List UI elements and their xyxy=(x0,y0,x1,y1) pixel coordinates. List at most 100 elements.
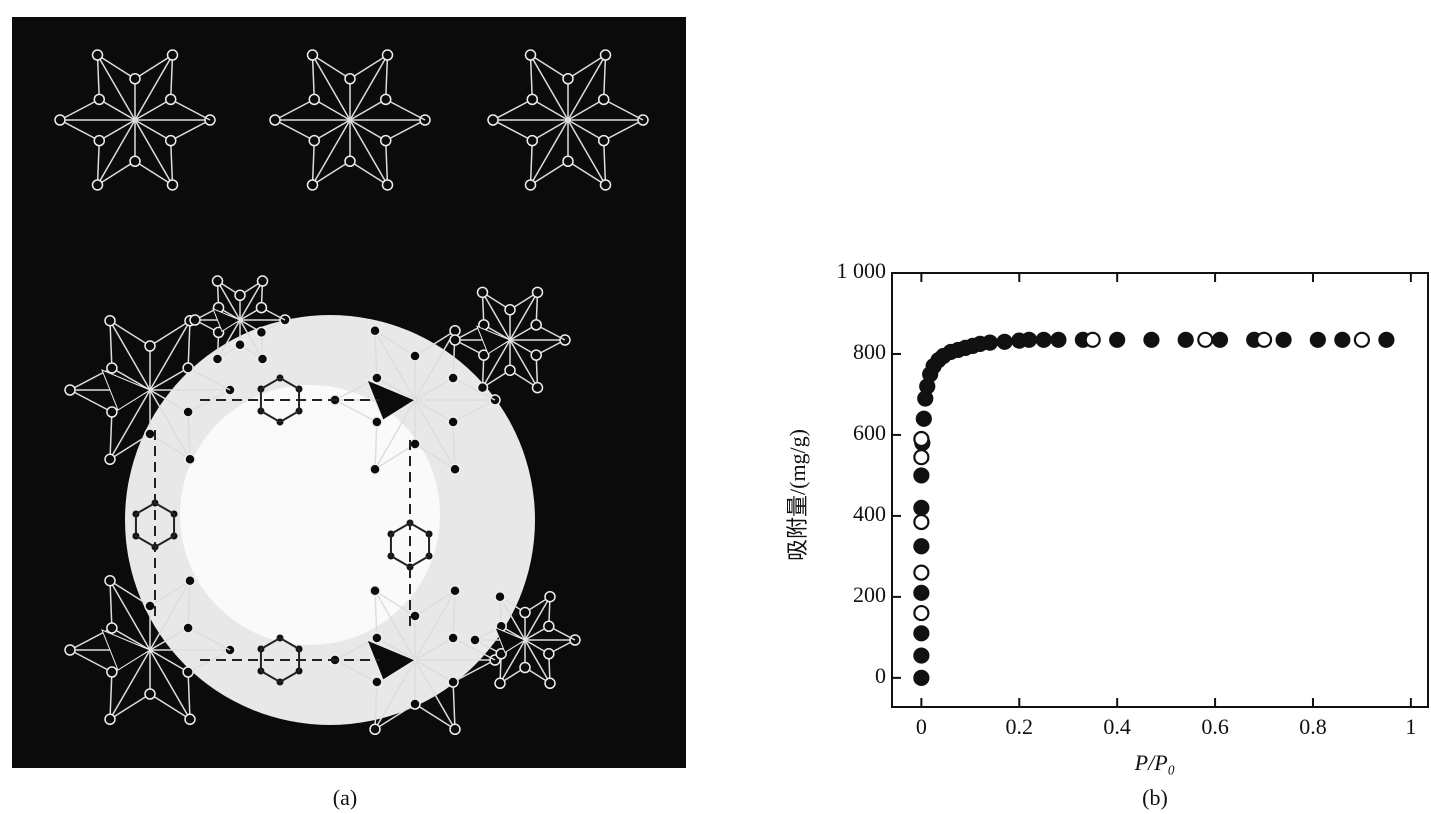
atom xyxy=(65,645,75,655)
data-point xyxy=(914,432,928,446)
atom xyxy=(410,439,420,449)
atom xyxy=(256,303,266,313)
atom xyxy=(168,50,178,60)
atom xyxy=(93,180,103,190)
y-tick-label: 400 xyxy=(853,501,886,526)
atom xyxy=(213,354,223,364)
data-point xyxy=(1022,333,1036,347)
atom xyxy=(545,678,555,688)
atom xyxy=(185,454,195,464)
atom xyxy=(145,601,155,611)
data-point xyxy=(914,566,928,580)
atom xyxy=(270,115,280,125)
atom xyxy=(370,724,380,734)
atom xyxy=(185,576,195,586)
data-point xyxy=(914,501,928,515)
atom xyxy=(258,354,268,364)
data-point xyxy=(1198,333,1212,347)
caption: (b) xyxy=(1142,785,1168,810)
y-tick-label: 1 000 xyxy=(837,258,887,283)
atom xyxy=(94,136,104,146)
figure: (a) 02004006008001 00000.20.40.60.81P/P₀… xyxy=(0,0,1431,814)
atom xyxy=(495,592,505,602)
data-point xyxy=(914,626,928,640)
atom xyxy=(166,94,176,104)
atom xyxy=(383,180,393,190)
atom xyxy=(65,385,75,395)
atom xyxy=(478,383,488,393)
atom xyxy=(107,363,117,373)
atom xyxy=(410,611,420,621)
atom xyxy=(345,156,355,166)
atom xyxy=(450,464,460,474)
atom xyxy=(372,373,382,383)
atom xyxy=(309,136,319,146)
atom xyxy=(383,50,393,60)
atom xyxy=(308,180,318,190)
data-point xyxy=(914,515,928,529)
data-point xyxy=(1257,333,1271,347)
atom xyxy=(544,621,554,631)
data-point xyxy=(1179,333,1193,347)
x-tick-label: 0.4 xyxy=(1103,714,1131,739)
atom xyxy=(166,136,176,146)
atom xyxy=(526,50,536,60)
data-point xyxy=(998,335,1012,349)
atom xyxy=(105,454,115,464)
atom xyxy=(235,290,245,300)
atom xyxy=(478,287,488,297)
data-point xyxy=(1335,333,1349,347)
atom xyxy=(527,136,537,146)
atom xyxy=(93,50,103,60)
atom xyxy=(130,74,140,84)
atom xyxy=(520,663,530,673)
atom xyxy=(533,287,543,297)
atom xyxy=(450,724,460,734)
atom xyxy=(256,327,266,337)
data-point xyxy=(1037,333,1051,347)
atom xyxy=(488,115,498,125)
data-point xyxy=(1110,333,1124,347)
atom xyxy=(370,586,380,596)
atom xyxy=(55,115,65,125)
atom xyxy=(601,50,611,60)
data-point xyxy=(1379,333,1393,347)
atom xyxy=(345,74,355,84)
data-point xyxy=(1144,333,1158,347)
data-point xyxy=(1355,333,1369,347)
x-tick-label: 0.2 xyxy=(1006,714,1034,739)
atom xyxy=(370,326,380,336)
data-point xyxy=(914,468,928,482)
atom xyxy=(448,373,458,383)
atom xyxy=(381,94,391,104)
atom xyxy=(601,180,611,190)
atom xyxy=(370,464,380,474)
data-point xyxy=(1051,333,1065,347)
y-tick-label: 800 xyxy=(853,339,886,364)
atom xyxy=(258,276,268,286)
atom xyxy=(599,94,609,104)
atom xyxy=(544,649,554,659)
data-point xyxy=(1086,333,1100,347)
atom xyxy=(410,351,420,361)
atom xyxy=(470,635,480,645)
atom xyxy=(372,677,382,687)
data-point xyxy=(914,649,928,663)
data-point xyxy=(1213,333,1227,347)
atom xyxy=(183,623,193,633)
atom xyxy=(372,633,382,643)
data-point xyxy=(914,671,928,685)
atom xyxy=(183,363,193,373)
x-tick-label: 0 xyxy=(916,714,927,739)
atom xyxy=(183,667,193,677)
atom xyxy=(168,180,178,190)
y-tick-label: 200 xyxy=(853,582,886,607)
x-axis-label: P/P₀ xyxy=(1134,750,1176,775)
atom xyxy=(545,592,555,602)
x-tick-label: 1 xyxy=(1405,714,1416,739)
atom xyxy=(190,315,200,325)
data-point xyxy=(983,336,997,350)
atom xyxy=(450,586,460,596)
data-point xyxy=(1277,333,1291,347)
panel-a xyxy=(12,17,686,768)
